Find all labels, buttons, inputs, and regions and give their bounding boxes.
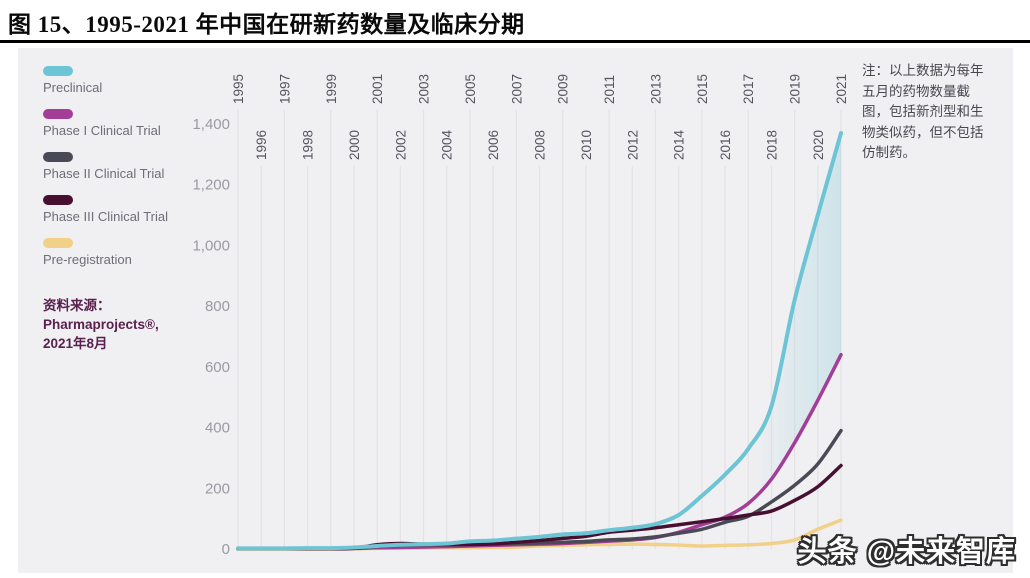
x-tick-label-2018: 2018	[764, 130, 779, 160]
x-tick-label-2014: 2014	[672, 129, 687, 160]
legend-swatch-phase-ii-clinical-trial	[43, 152, 73, 162]
y-tick-label-0: 0	[222, 541, 230, 558]
chart-legend: Preclinical Phase I Clinical Trial Phase I…	[43, 66, 208, 281]
x-tick-label-2006: 2006	[486, 130, 501, 160]
y-tick-label-200: 200	[205, 480, 230, 497]
legend-item-phase-iii-clinical-trial: Phase III Clinical Trial	[43, 195, 208, 224]
x-tick-label-2019: 2019	[788, 74, 803, 104]
x-tick-label-1999: 1999	[324, 74, 339, 104]
x-tick-label-2007: 2007	[509, 74, 524, 104]
x-tick-label-2005: 2005	[463, 74, 478, 104]
source-attribution: 资料来源： Pharmaprojects®, 2021年8月	[43, 296, 213, 353]
legend-label: Phase II Clinical Trial	[43, 166, 165, 181]
x-tick-label-2003: 2003	[417, 74, 432, 104]
legend-item-phase-ii-clinical-trial: Phase II Clinical Trial	[43, 152, 208, 181]
source-line: 2021年8月	[43, 336, 108, 351]
x-tick-label-2001: 2001	[370, 74, 385, 104]
x-tick-label-2015: 2015	[695, 74, 710, 104]
footnote: 注：以上数据为每年 五月的药物数量截 图，包括新剂型和生 物类似药，但不包括 仿…	[862, 63, 984, 160]
watermark: 头条 @未来智库	[797, 536, 1016, 568]
y-tick-label-600: 600	[205, 359, 230, 376]
legend-swatch-preclinical	[43, 66, 73, 76]
source-line: Pharmaprojects®,	[43, 317, 159, 332]
x-tick-label-2013: 2013	[648, 74, 663, 104]
source-line: 资料来源：	[43, 298, 111, 313]
legend-swatch-phase-iii-clinical-trial	[43, 195, 73, 205]
x-tick-label-2010: 2010	[579, 130, 594, 160]
y-tick-label-1200: 1,200	[192, 177, 230, 194]
legend-label: Pre-registration	[43, 252, 132, 267]
x-tick-label-2009: 2009	[556, 74, 571, 104]
x-tick-label-2004: 2004	[440, 129, 455, 160]
x-tick-label-2017: 2017	[741, 74, 756, 104]
x-tick-label-2008: 2008	[532, 130, 547, 160]
x-tick-label-2000: 2000	[347, 130, 362, 160]
x-tick-label-2021: 2021	[834, 74, 849, 104]
chart-panel: 0 200 400 600 800 1,000 1,200 1,400 1995 1996 1997…	[18, 48, 1013, 573]
figure-title: 图 15、1995-2021 年中国在研新药数量及临床分期	[8, 12, 525, 37]
title-underline	[0, 40, 1030, 43]
y-tick-label-400: 400	[205, 420, 230, 437]
legend-item-phase-i-clinical-trial: Phase I Clinical Trial	[43, 109, 208, 138]
x-tick-label-2012: 2012	[625, 130, 640, 160]
x-tick-label-2011: 2011	[602, 75, 617, 104]
legend-label: Phase III Clinical Trial	[43, 209, 168, 224]
x-tick-label-2020: 2020	[811, 130, 826, 160]
legend-swatch-phase-i-clinical-trial	[43, 109, 73, 119]
x-tick-label-1998: 1998	[301, 130, 316, 160]
legend-label: Phase I Clinical Trial	[43, 123, 161, 138]
legend-item-pre-registration: Pre-registration	[43, 238, 208, 267]
y-tick-label-1000: 1,000	[192, 237, 230, 254]
x-tick-label-2016: 2016	[718, 130, 733, 160]
x-tick-label-2002: 2002	[393, 130, 408, 160]
x-tick-label-1996: 1996	[254, 130, 269, 160]
x-tick-label-1995: 1995	[231, 74, 246, 104]
y-tick-label-1400: 1,400	[192, 116, 230, 133]
x-tick-label-1997: 1997	[277, 74, 292, 104]
series-line-preclinical	[236, 131, 843, 551]
legend-label: Preclinical	[43, 80, 103, 95]
legend-item-preclinical: Preclinical	[43, 66, 208, 95]
y-tick-label-800: 800	[205, 298, 230, 315]
legend-swatch-pre-registration	[43, 238, 73, 248]
